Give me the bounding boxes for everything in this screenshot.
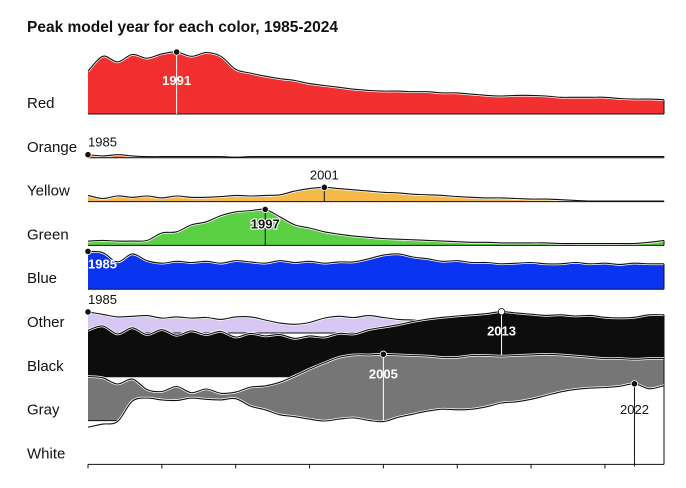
peak-label-white: 2022 <box>620 402 649 417</box>
peak-marker-red <box>173 48 181 56</box>
series-green: 1997 <box>87 205 665 246</box>
series-white: 2022 <box>87 380 665 467</box>
area-yellow <box>88 187 664 202</box>
peak-marker-orange <box>84 151 92 159</box>
row-label-yellow: Yellow <box>27 183 70 200</box>
row-label-gray: Gray <box>27 402 60 419</box>
ridge-line-black <box>87 311 665 339</box>
series-blue: 1985 <box>84 247 665 290</box>
peak-label-red: 1991 <box>162 73 191 88</box>
ridge-line-orange <box>87 154 664 158</box>
peak-label-yellow: 2001 <box>310 167 339 182</box>
ridge-line-blue <box>87 250 665 265</box>
peak-label-blue: 1985 <box>88 256 117 271</box>
series-red: 1991 <box>87 48 665 115</box>
ridge-line-green <box>87 208 665 245</box>
chart-title: Peak model year for each color, 1985-202… <box>27 19 339 36</box>
peak-label-orange: 1985 <box>88 135 117 150</box>
ridge-line-red <box>87 51 665 101</box>
ridge-line-gray <box>87 353 665 395</box>
row-labels: Red Orange Yellow Green Blue Other Black Gray Wh… <box>27 95 77 462</box>
peak-label-green: 1997 <box>251 216 280 231</box>
peak-marker-gray <box>379 350 387 358</box>
peak-label-black: 2013 <box>487 324 516 339</box>
series-yellow: 2001 <box>87 167 665 203</box>
area-blue <box>88 251 664 290</box>
ridge-line-yellow <box>87 186 664 202</box>
row-label-red: Red <box>27 95 55 112</box>
area-green <box>88 209 664 246</box>
peak-marker-black <box>497 308 506 316</box>
row-label-blue: Blue <box>27 270 57 287</box>
peak-marker-white <box>630 380 639 388</box>
peak-label-other: 1985 <box>88 292 117 307</box>
row-label-orange: Orange <box>27 139 77 156</box>
peak-marker-green <box>261 205 269 214</box>
row-label-other: Other <box>27 314 65 331</box>
row-label-black: Black <box>27 358 64 375</box>
area-white <box>88 383 664 465</box>
row-label-green: Green <box>27 226 69 243</box>
area-series: 1991 1985 2001 1997 1985 1985 2013 2005 2022 <box>84 48 665 467</box>
series-orange: 1985 <box>84 135 665 159</box>
ridge-line-white <box>87 383 665 428</box>
row-label-white: White <box>27 445 65 462</box>
peak-marker-blue <box>84 247 92 255</box>
peak-marker-yellow <box>320 183 328 191</box>
peak-marker-other <box>84 308 92 316</box>
peak-label-gray: 2005 <box>369 366 398 381</box>
x-axis <box>87 464 606 469</box>
